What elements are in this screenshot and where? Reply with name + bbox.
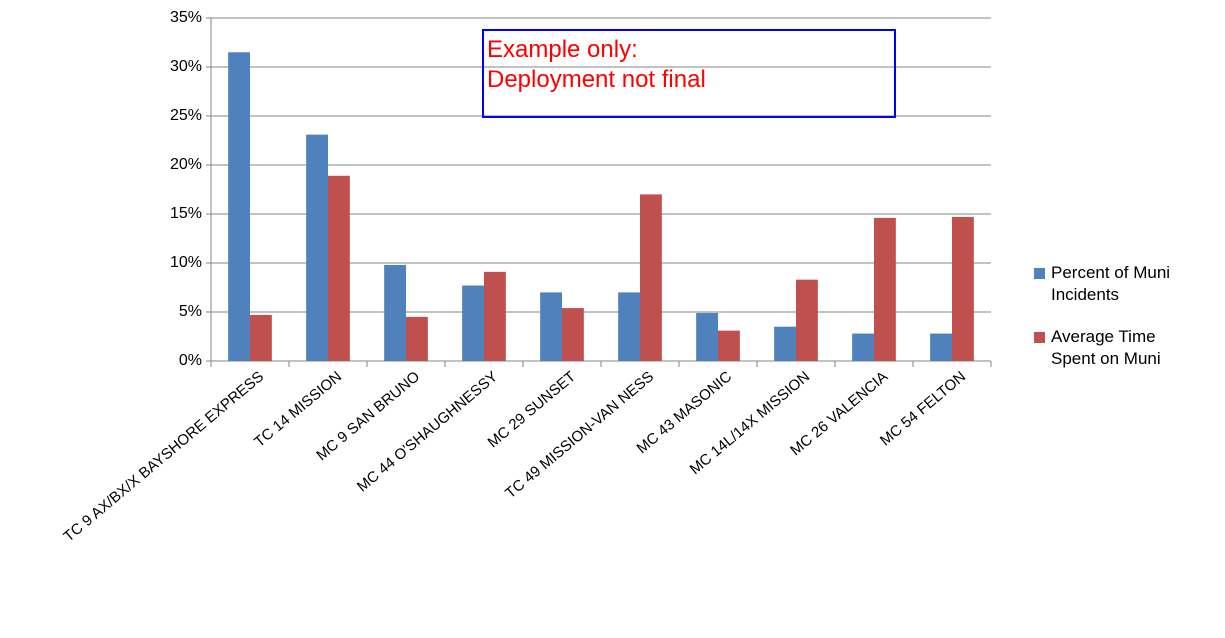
annotation-box: Example only: Deployment not final: [482, 29, 896, 118]
x-tick-label: TC 49 MISSION-VAN NESS: [502, 368, 657, 502]
legend-label: Average Time Spent on Muni: [1051, 327, 1161, 368]
y-tick-label: 35%: [170, 9, 202, 26]
bar: [540, 292, 562, 361]
bar: [852, 333, 874, 361]
bar: [562, 308, 584, 361]
legend: Percent of Muni Incidents Average Time Sp…: [1034, 262, 1224, 390]
bar: [328, 175, 350, 361]
bar: [306, 134, 328, 361]
bar: [618, 292, 640, 361]
bar: [640, 194, 662, 361]
bar: [696, 312, 718, 361]
bar: [484, 271, 506, 361]
y-tick-label: 10%: [170, 254, 202, 271]
y-tick-label: 25%: [170, 107, 202, 124]
y-tick-label: 30%: [170, 58, 202, 75]
y-tick-label: 5%: [179, 303, 202, 320]
x-tick-label: MC 54 FELTON: [877, 368, 969, 449]
bar: [250, 314, 272, 361]
y-tick-label: 15%: [170, 205, 202, 222]
legend-item: Average Time Spent on Muni: [1034, 326, 1224, 370]
bar: [384, 264, 406, 361]
x-tick-label: TC 9 AX/BX/X BAYSHORE EXPRESS: [60, 368, 267, 545]
legend-item: Percent of Muni Incidents: [1034, 262, 1224, 306]
bar: [796, 279, 818, 361]
bar: [406, 316, 428, 361]
annotation-line: Deployment not final: [487, 66, 706, 93]
legend-swatch: [1034, 332, 1045, 343]
bar: [228, 52, 250, 362]
bar: [462, 285, 484, 361]
bar: [774, 326, 796, 361]
legend-label: Percent of Muni Incidents: [1051, 263, 1171, 304]
y-tick-label: 0%: [179, 352, 202, 369]
bar: [952, 216, 974, 361]
x-tick-label: MC 44 O'SHAUGHNESSY: [354, 368, 501, 495]
bar: [930, 333, 952, 361]
bar: [718, 330, 740, 361]
y-tick-label: 20%: [170, 156, 202, 173]
bar: [874, 217, 896, 361]
annotation-line: Example only:: [487, 36, 638, 63]
legend-swatch: [1034, 268, 1045, 279]
